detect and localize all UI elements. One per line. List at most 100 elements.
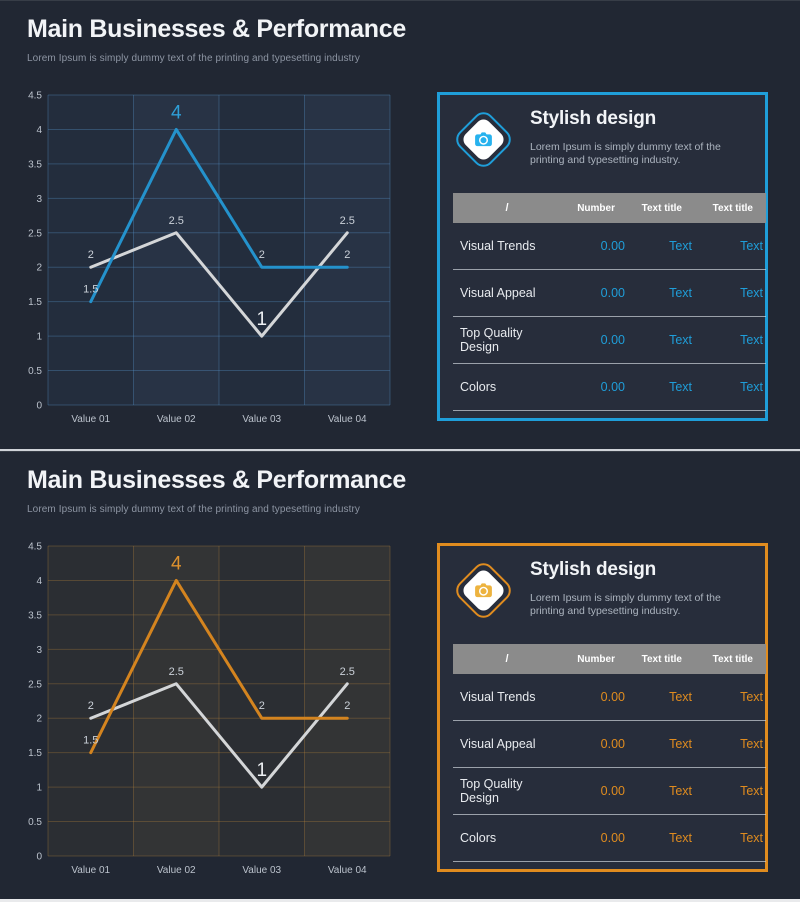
row-text: Text bbox=[695, 223, 766, 270]
svg-text:2: 2 bbox=[344, 249, 350, 261]
metrics-table: / Number Text title Text title Visual Tr… bbox=[453, 193, 766, 411]
row-number: 0.00 bbox=[561, 767, 628, 815]
svg-text:2.5: 2.5 bbox=[28, 679, 42, 690]
svg-text:1: 1 bbox=[36, 783, 42, 794]
row-number: 0.00 bbox=[561, 363, 628, 411]
svg-text:2.5: 2.5 bbox=[169, 666, 184, 678]
row-text: Text bbox=[695, 814, 766, 862]
row-label: Top Quality Design bbox=[453, 767, 561, 815]
row-number: 0.00 bbox=[561, 674, 628, 721]
info-card: Stylish design Lorem Ipsum is simply dum… bbox=[437, 92, 768, 421]
slide-divider bbox=[0, 449, 800, 451]
svg-text:4: 4 bbox=[36, 576, 42, 587]
table-row: Visual Trends 0.00 Text Text bbox=[453, 223, 766, 270]
svg-text:Value 02: Value 02 bbox=[157, 865, 196, 875]
camera-glyph bbox=[474, 582, 492, 597]
svg-text:4: 4 bbox=[171, 553, 182, 574]
row-text: Text bbox=[628, 363, 695, 411]
svg-text:0.5: 0.5 bbox=[28, 366, 42, 377]
svg-text:1: 1 bbox=[256, 760, 267, 781]
svg-text:Value 02: Value 02 bbox=[157, 414, 196, 424]
svg-text:0: 0 bbox=[36, 401, 42, 412]
info-card: Stylish design Lorem Ipsum is simply dum… bbox=[437, 543, 768, 872]
table-row: Colors 0.00 Text Text bbox=[453, 363, 766, 411]
svg-text:2: 2 bbox=[344, 700, 350, 712]
svg-text:Value 04: Value 04 bbox=[328, 865, 367, 875]
page-title: Main Businesses & Performance bbox=[27, 15, 406, 43]
row-number: 0.00 bbox=[561, 269, 628, 317]
svg-text:4.5: 4.5 bbox=[28, 91, 42, 102]
svg-text:3.5: 3.5 bbox=[28, 610, 42, 621]
row-number: 0.00 bbox=[561, 720, 628, 768]
svg-text:1: 1 bbox=[256, 309, 267, 330]
table-row: Top Quality Design 0.00 Text Text bbox=[453, 767, 766, 815]
svg-text:2: 2 bbox=[36, 263, 42, 274]
table-header-row: / Number Text title Text title bbox=[453, 644, 766, 674]
row-text: Text bbox=[628, 316, 695, 364]
row-label: Visual Trends bbox=[453, 223, 561, 270]
header-text-title-1: Text title bbox=[628, 193, 695, 223]
svg-text:4: 4 bbox=[171, 102, 182, 123]
slide-blue: Main Businesses & Performance Lorem Ipsu… bbox=[0, 0, 800, 449]
camera-icon bbox=[451, 558, 515, 622]
row-label: Visual Appeal bbox=[453, 269, 561, 317]
header-text-title-1: Text title bbox=[628, 644, 695, 674]
row-text: Text bbox=[695, 269, 766, 317]
row-text: Text bbox=[695, 316, 766, 364]
page-subtitle: Lorem Ipsum is simply dummy text of the … bbox=[27, 504, 360, 515]
svg-text:Value 01: Value 01 bbox=[71, 414, 110, 424]
row-label: Colors bbox=[453, 363, 561, 411]
row-label: Top Quality Design bbox=[453, 316, 561, 364]
header-slash: / bbox=[453, 644, 561, 674]
row-label: Colors bbox=[453, 814, 561, 862]
card-description: Lorem Ipsum is simply dummy text of the … bbox=[530, 141, 721, 166]
card-heading: Stylish design bbox=[530, 559, 657, 580]
svg-text:Value 03: Value 03 bbox=[242, 865, 281, 875]
header-slash: / bbox=[453, 193, 561, 223]
svg-text:2: 2 bbox=[259, 249, 265, 261]
table-header-row: / Number Text title Text title bbox=[453, 193, 766, 223]
table-row: Colors 0.00 Text Text bbox=[453, 814, 766, 862]
row-text: Text bbox=[628, 674, 695, 721]
svg-text:2: 2 bbox=[259, 700, 265, 712]
svg-text:Value 01: Value 01 bbox=[71, 865, 110, 875]
row-text: Text bbox=[695, 767, 766, 815]
svg-text:2.5: 2.5 bbox=[169, 215, 184, 227]
row-text: Text bbox=[695, 720, 766, 768]
svg-text:0.5: 0.5 bbox=[28, 817, 42, 828]
table-row: Visual Trends 0.00 Text Text bbox=[453, 674, 766, 721]
svg-text:1.5: 1.5 bbox=[83, 735, 98, 747]
table-row: Top Quality Design 0.00 Text Text bbox=[453, 316, 766, 364]
row-label: Visual Trends bbox=[453, 674, 561, 721]
svg-text:2: 2 bbox=[88, 700, 94, 712]
line-chart: 0 0.5 1 1.5 2 2.5 3 3.5 4 4.5 Value 01 Value 02 Valu… bbox=[28, 91, 391, 424]
row-text: Text bbox=[628, 223, 695, 270]
table-row: Visual Appeal 0.00 Text Text bbox=[453, 720, 766, 768]
svg-text:3: 3 bbox=[36, 194, 42, 205]
svg-text:2: 2 bbox=[36, 714, 42, 725]
page-title: Main Businesses & Performance bbox=[27, 466, 406, 494]
svg-text:3.5: 3.5 bbox=[28, 159, 42, 170]
svg-text:2.5: 2.5 bbox=[28, 228, 42, 239]
line-chart: 0 0.5 1 1.5 2 2.5 3 3.5 4 4.5 Value 01 Value 02 Valu… bbox=[28, 542, 391, 875]
row-text: Text bbox=[695, 674, 766, 721]
svg-text:4: 4 bbox=[36, 125, 42, 136]
card-heading: Stylish design bbox=[530, 108, 657, 129]
header-text-title-2: Text title bbox=[695, 644, 766, 674]
row-text: Text bbox=[628, 767, 695, 815]
svg-text:1.5: 1.5 bbox=[28, 748, 42, 759]
svg-text:1: 1 bbox=[36, 332, 42, 343]
row-text: Text bbox=[695, 363, 766, 411]
svg-text:2.5: 2.5 bbox=[340, 666, 355, 678]
row-text: Text bbox=[628, 269, 695, 317]
table-row: Visual Appeal 0.00 Text Text bbox=[453, 269, 766, 317]
card-description: Lorem Ipsum is simply dummy text of the … bbox=[530, 592, 721, 617]
svg-text:0: 0 bbox=[36, 852, 42, 863]
svg-text:Value 04: Value 04 bbox=[328, 414, 367, 424]
row-text: Text bbox=[628, 720, 695, 768]
slide-orange: Main Businesses & Performance Lorem Ipsu… bbox=[0, 451, 800, 899]
svg-text:2.5: 2.5 bbox=[340, 215, 355, 227]
metrics-table: / Number Text title Text title Visual Tr… bbox=[453, 644, 766, 862]
row-number: 0.00 bbox=[561, 814, 628, 862]
